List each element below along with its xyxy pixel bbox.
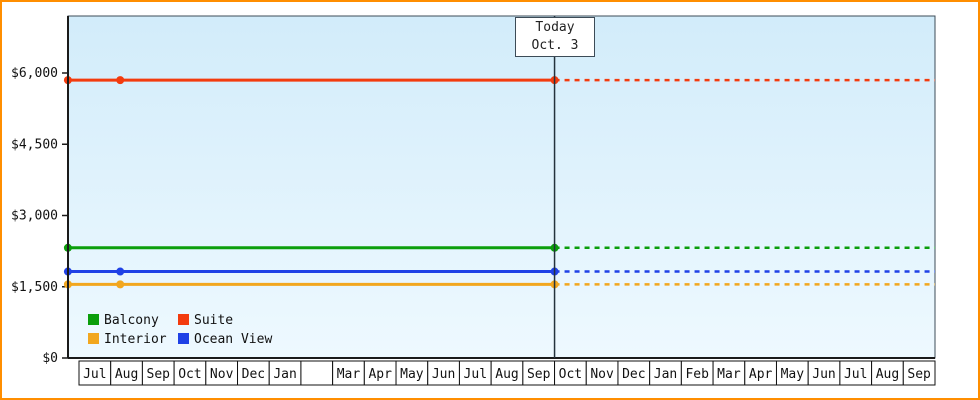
month-label: Jul	[464, 367, 487, 382]
series-marker-ocean-view	[116, 267, 125, 276]
month-label: Mar	[337, 367, 361, 382]
month-label: Apr	[368, 367, 392, 382]
month-cell	[78, 360, 112, 386]
month-label: Dec	[242, 367, 265, 382]
y-axis-tick-label: $3,000	[11, 209, 58, 224]
month-label: Sep	[527, 367, 551, 382]
month-cell	[237, 360, 270, 386]
month-label: Oct	[178, 367, 201, 382]
month-cell	[268, 360, 302, 386]
legend-swatch-ocean-view	[178, 333, 189, 344]
month-cell	[141, 360, 175, 386]
y-axis-tick-label: $6,000	[11, 66, 58, 81]
legend-swatch-suite	[178, 314, 189, 325]
y-axis-tick-label: $4,500	[11, 137, 58, 152]
month-cell	[110, 360, 143, 386]
month-label: Sep	[907, 367, 931, 382]
month-cell	[871, 360, 904, 386]
month-cell	[522, 360, 556, 386]
month-cell	[300, 360, 334, 386]
plot-background	[68, 16, 935, 358]
month-label: Mar	[717, 367, 741, 382]
legend-label-interior: Interior	[104, 332, 167, 347]
series-marker-suite	[116, 76, 125, 85]
legend-label-ocean-view: Ocean View	[194, 332, 272, 347]
month-label: Feb	[685, 367, 709, 382]
month-label: Aug	[876, 367, 899, 382]
month-label: May	[400, 367, 424, 382]
month-label: Aug	[495, 367, 518, 382]
month-label: Nov	[590, 367, 614, 382]
today-label-line2: Oct. 3	[531, 38, 579, 53]
month-label: Dec	[622, 367, 645, 382]
month-cell	[458, 360, 492, 386]
today-label-line1: Today	[535, 20, 575, 35]
month-cell	[395, 360, 429, 386]
month-label: Apr	[749, 367, 773, 382]
month-label: Jun	[432, 367, 455, 382]
month-cell	[775, 360, 809, 386]
month-label: Jun	[812, 367, 835, 382]
legend-swatch-balcony	[88, 314, 99, 325]
month-cell	[712, 360, 746, 386]
legend-swatch-interior	[88, 333, 99, 344]
month-cell	[205, 360, 239, 386]
month-cell	[363, 360, 397, 386]
month-label: Jan	[273, 367, 296, 382]
y-axis-tick-label: $0	[42, 351, 58, 366]
y-axis-tick-label: $1,500	[11, 280, 58, 295]
month-cell	[585, 360, 619, 386]
month-label: Jan	[654, 367, 677, 382]
month-cell	[617, 360, 651, 386]
series-marker-interior	[116, 280, 125, 289]
legend-label-balcony: Balcony	[104, 313, 159, 328]
month-cell	[490, 360, 524, 386]
legend-label-suite: Suite	[194, 313, 233, 328]
month-cell	[427, 360, 460, 386]
today-label-box: Today Oct. 3	[515, 17, 595, 57]
month-label: May	[781, 367, 805, 382]
month-label: Sep	[147, 367, 171, 382]
month-cell	[807, 360, 841, 386]
month-label: Jul	[844, 367, 867, 382]
month-label: Oct	[559, 367, 582, 382]
month-cell	[902, 360, 936, 386]
month-label: Nov	[210, 367, 234, 382]
month-label: Aug	[115, 367, 138, 382]
month-label: Jul	[83, 367, 106, 382]
